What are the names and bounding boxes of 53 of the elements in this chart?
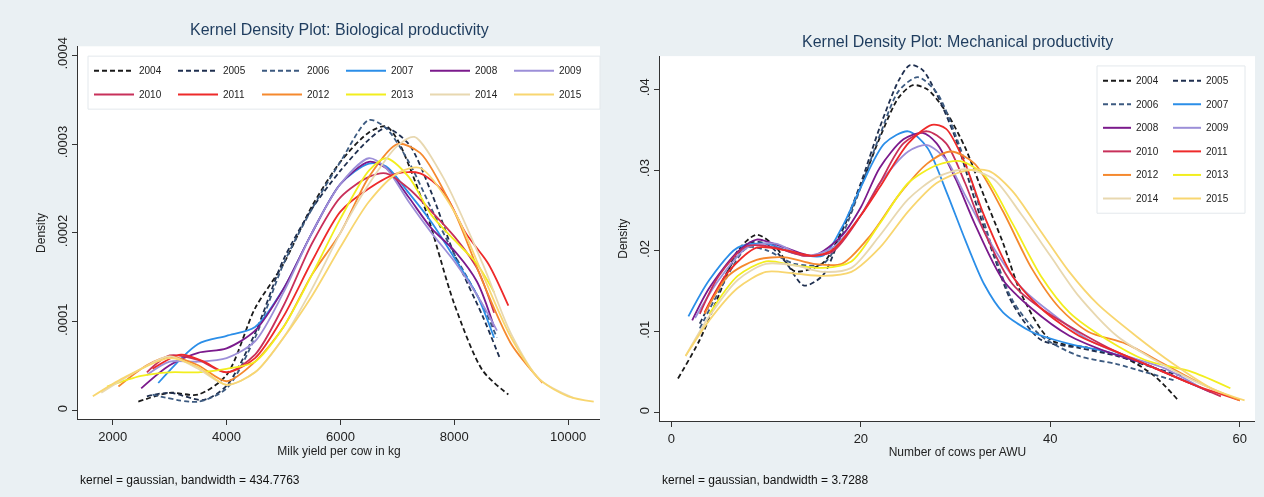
y-tick-label: .02 <box>636 239 652 258</box>
legend-label: 2005 <box>223 65 246 76</box>
legend-label: 2006 <box>307 65 330 76</box>
legend-label: 2015 <box>559 89 582 100</box>
legend-label: 2005 <box>1206 75 1229 86</box>
y-tick-label: .0003 <box>54 125 70 159</box>
legend-label: 2013 <box>1206 169 1229 180</box>
legend-label: 2008 <box>1136 122 1159 133</box>
y-tick-label: 0 <box>636 406 652 415</box>
legend-label: 2004 <box>1136 75 1159 86</box>
x-tick-label: 10000 <box>550 429 587 445</box>
y-tick-label: 0 <box>54 404 70 413</box>
line-series <box>91 166 595 403</box>
legend-label: 2011 <box>223 89 245 100</box>
legend-label: 2010 <box>1136 146 1159 157</box>
x-tick-label: 8000 <box>439 429 469 445</box>
y-tick-label: .04 <box>636 78 652 97</box>
x-tick-label: 60 <box>1232 430 1248 446</box>
text: kernel = gaussian, bandwidth = 3.7288 <box>662 473 869 487</box>
legend-label: 2015 <box>1206 193 1229 204</box>
chart-title: Kernel Density Plot: Biological productivity <box>190 21 489 38</box>
line-series <box>117 143 544 388</box>
x-axis-title: Number of cows per AWU <box>888 444 1027 459</box>
legend-label: 2008 <box>475 65 498 76</box>
chart-title: Kernel Density Plot: Mechanical productivity <box>802 33 1114 50</box>
x-tick-label: 4000 <box>212 429 242 445</box>
x-axis-title: Milk yield per cow in kg <box>277 444 401 459</box>
legend-label: 2009 <box>1206 122 1229 133</box>
y-axis-title: Density <box>616 218 631 259</box>
legend-label: 2013 <box>391 89 414 100</box>
legend-label: 2014 <box>1136 193 1159 204</box>
x-tick-label: 40 <box>1043 430 1058 446</box>
y-tick-label: .0004 <box>54 36 70 70</box>
x-tick-label: 0 <box>667 430 675 446</box>
y-tick-label: .0001 <box>54 303 70 337</box>
x-tick-label: 6000 <box>325 429 355 445</box>
legend-label: 2014 <box>475 89 498 100</box>
legend-label: 2004 <box>139 65 162 76</box>
x-tick-label: 2000 <box>98 429 128 445</box>
y-tick-label: .0002 <box>54 214 70 248</box>
y-axis-title: Density <box>34 212 49 253</box>
legend-label: 2012 <box>307 89 330 100</box>
x-tick-label: 20 <box>853 430 869 446</box>
legend-label: 2007 <box>1206 99 1229 110</box>
legend-label: 2011 <box>1206 146 1228 157</box>
legend-label: 2010 <box>139 89 162 100</box>
legend-label: 2007 <box>391 65 414 76</box>
text: kernel = gaussian, bandwidth = 434.7763 <box>80 473 300 487</box>
legend-label: 2006 <box>1136 99 1159 110</box>
y-tick-label: .01 <box>636 320 652 339</box>
legend-label: 2009 <box>559 65 582 76</box>
legend-label: 2012 <box>1136 169 1159 180</box>
y-tick-label: .03 <box>636 159 652 178</box>
